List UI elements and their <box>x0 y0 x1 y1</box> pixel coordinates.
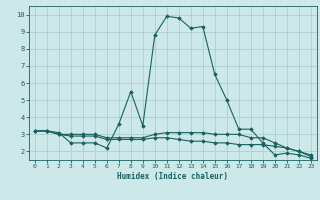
X-axis label: Humidex (Indice chaleur): Humidex (Indice chaleur) <box>117 172 228 181</box>
